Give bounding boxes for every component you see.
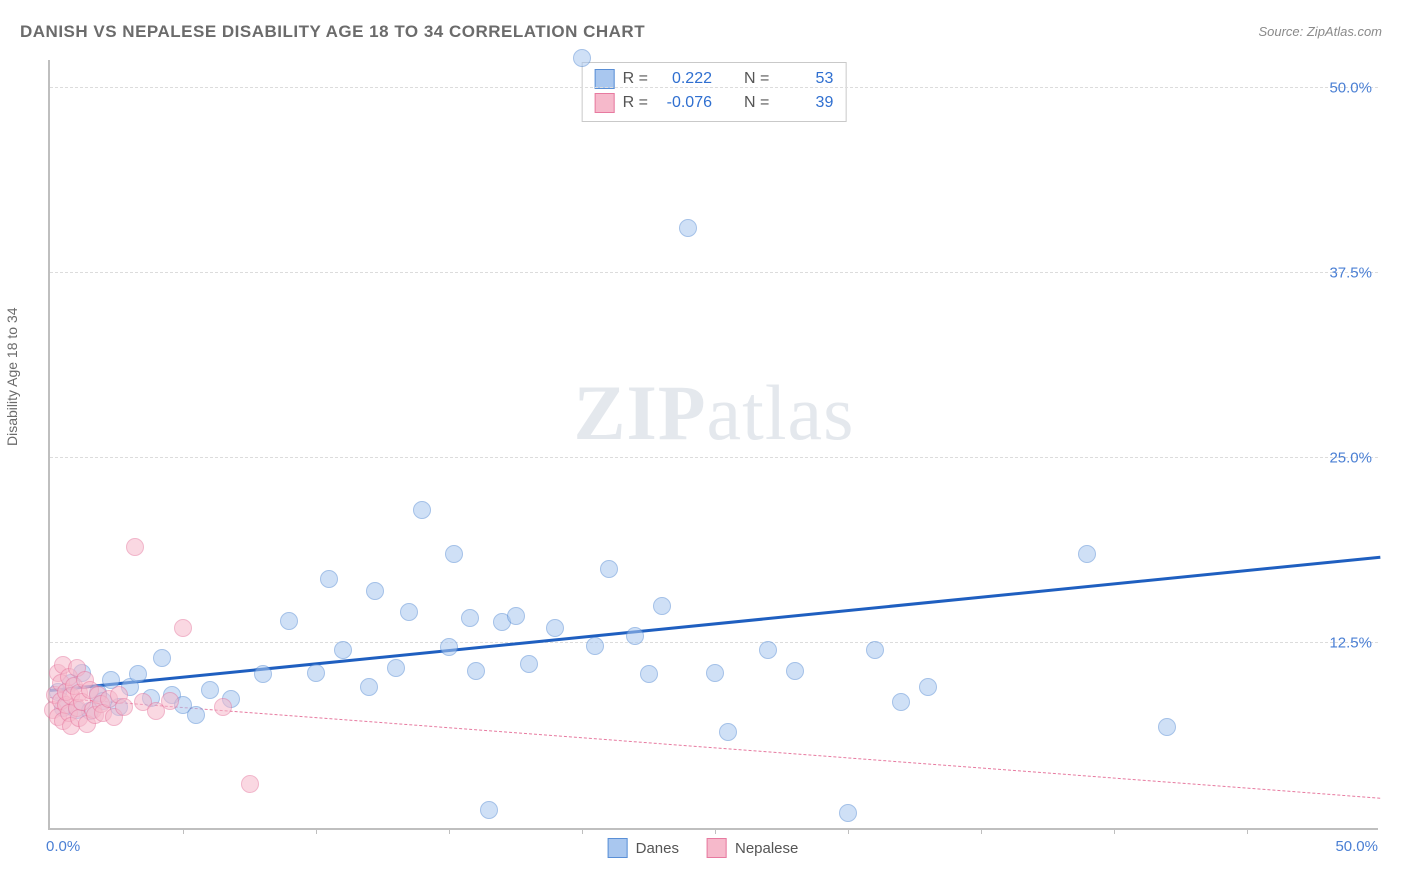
data-point bbox=[919, 678, 937, 696]
chart-title: DANISH VS NEPALESE DISABILITY AGE 18 TO … bbox=[20, 22, 645, 42]
gridline: 50.0% bbox=[50, 87, 1378, 88]
data-point bbox=[866, 641, 884, 659]
x-tick bbox=[582, 828, 583, 834]
data-point bbox=[366, 582, 384, 600]
x-axis-min-label: 0.0% bbox=[46, 838, 80, 855]
data-point bbox=[254, 665, 272, 683]
data-point bbox=[679, 219, 697, 237]
data-point bbox=[187, 706, 205, 724]
data-point bbox=[706, 664, 724, 682]
data-point bbox=[280, 612, 298, 630]
legend-swatch-danes bbox=[608, 838, 628, 858]
x-tick bbox=[1114, 828, 1115, 834]
data-point bbox=[241, 775, 259, 793]
data-point bbox=[467, 662, 485, 680]
data-point bbox=[413, 501, 431, 519]
data-point bbox=[480, 801, 498, 819]
stats-row-nepalese: R = -0.076 N = 39 bbox=[595, 91, 834, 115]
data-point bbox=[839, 804, 857, 822]
data-point bbox=[174, 619, 192, 637]
y-axis-label: Disability Age 18 to 34 bbox=[4, 307, 20, 446]
data-point bbox=[387, 659, 405, 677]
data-point bbox=[461, 609, 479, 627]
x-tick bbox=[183, 828, 184, 834]
data-point bbox=[786, 662, 804, 680]
data-point bbox=[507, 607, 525, 625]
data-point bbox=[126, 538, 144, 556]
gridline: 25.0% bbox=[50, 457, 1378, 458]
x-tick bbox=[981, 828, 982, 834]
data-point bbox=[445, 545, 463, 563]
legend-label-nepalese: Nepalese bbox=[735, 840, 798, 857]
data-point bbox=[400, 603, 418, 621]
gridline: 12.5% bbox=[50, 642, 1378, 643]
x-tick bbox=[316, 828, 317, 834]
y-tick-label: 25.0% bbox=[1321, 449, 1372, 466]
data-point bbox=[892, 693, 910, 711]
data-point bbox=[759, 641, 777, 659]
chart-container: DANISH VS NEPALESE DISABILITY AGE 18 TO … bbox=[0, 0, 1406, 892]
swatch-nepalese bbox=[595, 93, 615, 113]
data-point bbox=[600, 560, 618, 578]
data-point bbox=[153, 649, 171, 667]
x-tick bbox=[715, 828, 716, 834]
data-point bbox=[360, 678, 378, 696]
legend-swatch-nepalese bbox=[707, 838, 727, 858]
data-point bbox=[334, 641, 352, 659]
x-tick bbox=[1247, 828, 1248, 834]
data-point bbox=[320, 570, 338, 588]
watermark-bold: ZIP bbox=[574, 369, 707, 456]
data-point bbox=[640, 665, 658, 683]
data-point bbox=[520, 655, 538, 673]
x-tick bbox=[449, 828, 450, 834]
legend-item-danes: Danes bbox=[608, 838, 679, 858]
correlation-stats-box: R = 0.222 N = 53 R = -0.076 N = 39 bbox=[582, 62, 847, 122]
x-tick bbox=[848, 828, 849, 834]
legend-label-danes: Danes bbox=[636, 840, 679, 857]
data-point bbox=[586, 637, 604, 655]
y-tick-label: 12.5% bbox=[1321, 634, 1372, 651]
series-legend: Danes Nepalese bbox=[608, 838, 799, 858]
data-point bbox=[573, 49, 591, 67]
data-point bbox=[1158, 718, 1176, 736]
y-tick-label: 37.5% bbox=[1321, 264, 1372, 281]
legend-item-nepalese: Nepalese bbox=[707, 838, 798, 858]
data-point bbox=[214, 698, 232, 716]
data-point bbox=[546, 619, 564, 637]
watermark-rest: atlas bbox=[707, 369, 855, 456]
y-tick-label: 50.0% bbox=[1321, 79, 1372, 96]
data-point bbox=[653, 597, 671, 615]
plot-area: ZIPatlas R = 0.222 N = 53 R = -0.076 N =… bbox=[48, 60, 1378, 830]
source-attribution: Source: ZipAtlas.com bbox=[1258, 24, 1382, 39]
data-point bbox=[129, 665, 147, 683]
data-point bbox=[115, 698, 133, 716]
data-point bbox=[1078, 545, 1096, 563]
n-label: N = bbox=[744, 91, 769, 115]
n-value-nepalese: 39 bbox=[777, 91, 833, 115]
data-point bbox=[201, 681, 219, 699]
x-axis-max-label: 50.0% bbox=[1335, 838, 1378, 855]
watermark: ZIPatlas bbox=[574, 368, 855, 458]
data-point bbox=[626, 627, 644, 645]
data-point bbox=[307, 664, 325, 682]
r-label: R = bbox=[623, 91, 648, 115]
data-point bbox=[440, 638, 458, 656]
data-point bbox=[719, 723, 737, 741]
gridline: 37.5% bbox=[50, 272, 1378, 273]
data-point bbox=[161, 692, 179, 710]
r-value-nepalese: -0.076 bbox=[656, 91, 712, 115]
